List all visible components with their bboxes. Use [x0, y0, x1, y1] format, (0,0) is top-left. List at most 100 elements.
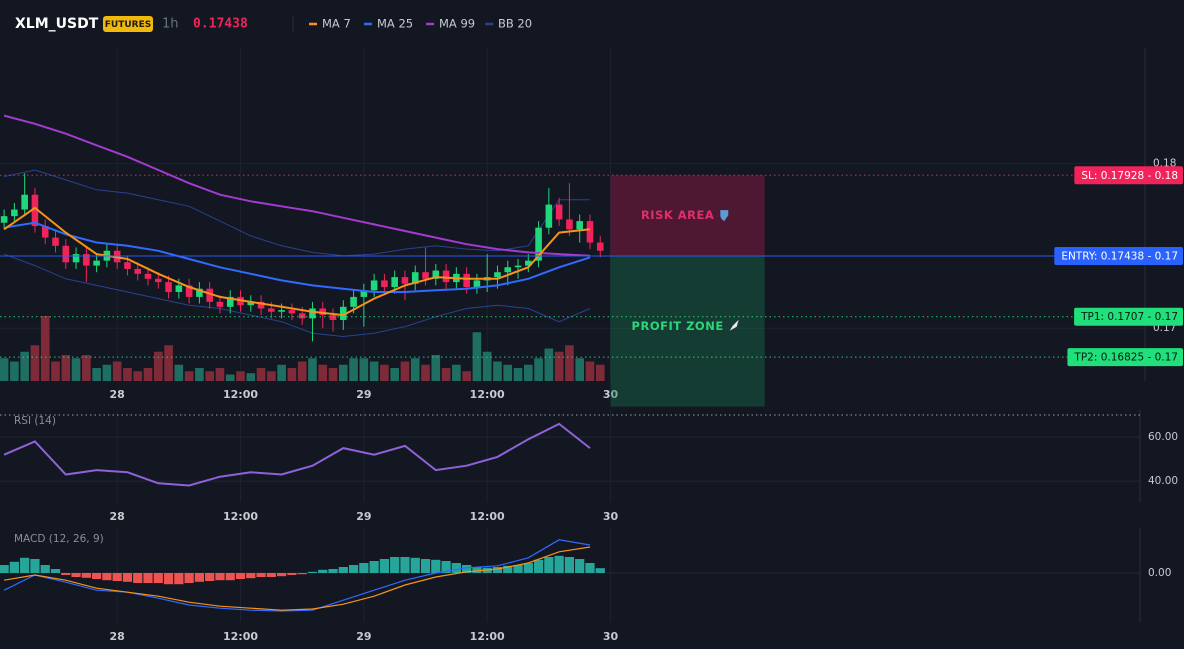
volume-bar: [421, 364, 430, 381]
volume-bar: [102, 364, 112, 381]
volume-bar: [318, 364, 328, 381]
candle-body: [196, 288, 203, 297]
macd-histogram-bar: [359, 563, 369, 573]
volume-bar: [452, 364, 461, 381]
candle-body: [370, 280, 378, 291]
macd-histogram-bar: [462, 565, 472, 573]
candle-body: [144, 273, 152, 279]
level-box: [1054, 247, 1183, 266]
macd-histogram-bar: [451, 563, 461, 573]
volume-bar: [267, 371, 276, 381]
macd-histogram-bar: [61, 573, 71, 575]
volume-bar: [544, 348, 554, 381]
volume-bar: [174, 364, 184, 381]
volume-bar: [349, 358, 358, 381]
candle-body: [494, 272, 501, 278]
candle-body: [288, 310, 296, 314]
volume-bar: [51, 361, 60, 381]
volume-bar: [287, 368, 297, 381]
ma-line: [3, 221, 591, 293]
x-tick-label: 30: [603, 630, 619, 643]
pane-title: RSI (14): [14, 415, 56, 427]
volume-bar: [369, 361, 379, 381]
volume-bar: [92, 368, 101, 381]
macd-histogram-bar: [420, 559, 431, 573]
macd-histogram-bar: [163, 573, 174, 585]
volume-bar: [184, 371, 194, 381]
pane-title: MACD (12, 26, 9): [14, 533, 104, 545]
candle-body: [596, 242, 604, 251]
volume-bar: [390, 368, 400, 381]
bb-upper: [3, 169, 590, 257]
candle-body: [83, 254, 90, 266]
candle-body: [268, 308, 275, 312]
badge-bg: [103, 16, 153, 32]
y-tick-label: 40.00: [1148, 475, 1178, 487]
volume-bar: [565, 345, 574, 381]
candle-body: [555, 204, 563, 220]
volume-bar: [554, 351, 564, 381]
volume-bar: [585, 361, 595, 381]
candle-body: [504, 267, 512, 273]
candle-body: [165, 282, 172, 292]
candle-body: [391, 277, 398, 288]
candle-body: [72, 254, 80, 263]
volume-bar: [10, 361, 19, 381]
macd-histogram-bar: [287, 573, 297, 575]
candle-body: [298, 313, 306, 319]
candle-body: [226, 296, 234, 307]
candle-body: [185, 285, 193, 297]
macd-histogram-bar: [276, 573, 287, 577]
candle-body: [93, 260, 100, 266]
macd-histogram-bar: [174, 573, 184, 585]
candle-body: [278, 310, 285, 312]
volume-bar: [195, 368, 204, 381]
level-label: ENTRY: 0.17438 - 0.17: [1061, 251, 1178, 263]
symbol: XLM_USDT: [15, 16, 99, 32]
macd-histogram-bar: [318, 569, 328, 573]
candle-body: [206, 288, 213, 302]
candle-body: [319, 308, 327, 316]
volume-bar: [112, 361, 122, 381]
volume-bar: [338, 364, 348, 381]
x-tick-label: 12:00: [223, 388, 258, 401]
macd-histogram-bar: [50, 569, 61, 573]
level-label: TP2: 0.16825 - 0.17: [1073, 352, 1178, 364]
volume-bar: [153, 351, 163, 381]
macd-histogram-bar: [379, 559, 390, 573]
candle-body: [52, 237, 59, 246]
volume-bar: [246, 373, 256, 381]
volume-bar: [215, 368, 225, 381]
volume-bar: [277, 364, 286, 381]
candle-body: [257, 301, 265, 309]
volume-bar: [513, 368, 523, 381]
candle-body: [124, 262, 131, 269]
candle-body: [309, 308, 316, 319]
legend-label: MA 99: [439, 17, 475, 31]
candle-body: [401, 277, 409, 284]
legend-label: MA 7: [322, 17, 351, 31]
volume-bar: [400, 361, 410, 381]
macd-histogram-bar: [194, 573, 205, 582]
candle-body: [0, 216, 8, 223]
candle-body: [525, 260, 532, 266]
volume-bar: [482, 351, 492, 381]
macd-histogram-bar: [102, 573, 112, 581]
candle-body: [545, 204, 553, 228]
volume-bar: [143, 368, 153, 381]
macd-histogram-bar: [564, 557, 575, 573]
volume-bar: [534, 358, 543, 381]
x-tick-label: 12:00: [470, 388, 505, 401]
level-box: [1067, 348, 1183, 367]
macd-histogram-bar: [20, 557, 30, 573]
volume-bar: [236, 371, 245, 381]
price: 0.17438: [193, 17, 248, 32]
volume-bar: [0, 358, 9, 381]
candle-body: [381, 280, 388, 288]
macd-histogram-bar: [503, 565, 513, 573]
macd-histogram-bar: [40, 565, 50, 573]
rocket-icon: [729, 319, 739, 331]
macd-histogram-bar: [369, 561, 379, 573]
x-tick-label: 28: [110, 388, 125, 401]
macd-histogram-bar: [348, 565, 359, 573]
